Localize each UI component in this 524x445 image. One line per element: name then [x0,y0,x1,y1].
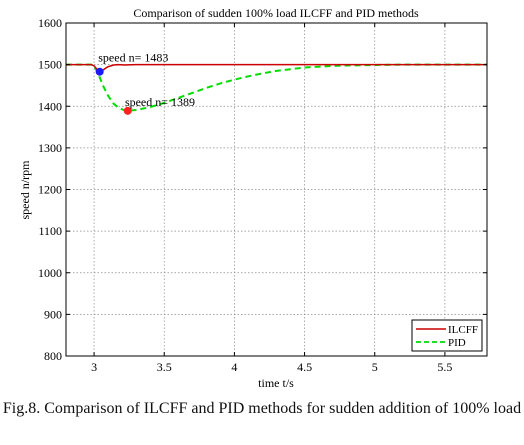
y-axis-label: speed n/rpm [18,160,32,220]
data-label: speed n= 1389 [125,95,195,109]
chart-title: Comparison of sudden 100% load ILCFF and… [133,6,419,20]
data-point-marker [95,67,104,76]
y-tick-label: 1400 [38,99,62,113]
y-tick-label: 1000 [38,266,62,280]
legend-box [411,319,483,352]
y-tick-label: 1200 [38,183,62,197]
y-tick-label: 1500 [38,58,62,72]
markers-layer [95,67,132,115]
series-line-ilcff [66,63,487,73]
x-tick-label: 4 [231,360,237,374]
y-tick-label: 900 [44,307,62,321]
x-tick-label: 3.5 [157,360,172,374]
x-axis-label: time t/s [258,376,294,390]
x-tick-label: 3 [91,360,97,374]
ticks-layer: 3 3.5 4 4.5 5 5.5 800 900 1000 1100 1200 1300 1400 15… [38,16,487,374]
figure-caption: Fig.8. Comparison of ILCFF and PID metho… [2,400,522,417]
y-tick-label: 800 [44,349,62,363]
legend-label-ilcff: ILCFF [448,324,478,336]
data-point-marker [123,106,132,115]
chart-figure: 3 3.5 4 4.5 5 5.5 800 900 1000 1100 1200 1300 1400 15… [18,6,488,390]
series-line-pid [66,63,487,112]
x-tick-label: 5 [372,360,378,374]
legend: ILCFF PID [411,319,483,352]
x-tick-label: 4.5 [297,360,312,374]
legend-label-pid: PID [448,337,466,349]
y-tick-label: 1600 [38,16,62,30]
annotations-layer: speed n= 1483 speed n= 1389 [98,50,195,109]
y-tick-label: 1100 [38,224,62,238]
data-label: speed n= 1483 [98,50,168,64]
y-tick-label: 1300 [38,141,62,155]
series-layer [66,63,487,112]
x-tick-label: 5.5 [437,360,452,374]
